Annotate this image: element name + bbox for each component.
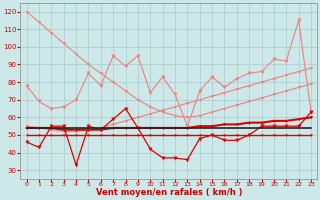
- X-axis label: Vent moyen/en rafales ( km/h ): Vent moyen/en rafales ( km/h ): [96, 188, 242, 197]
